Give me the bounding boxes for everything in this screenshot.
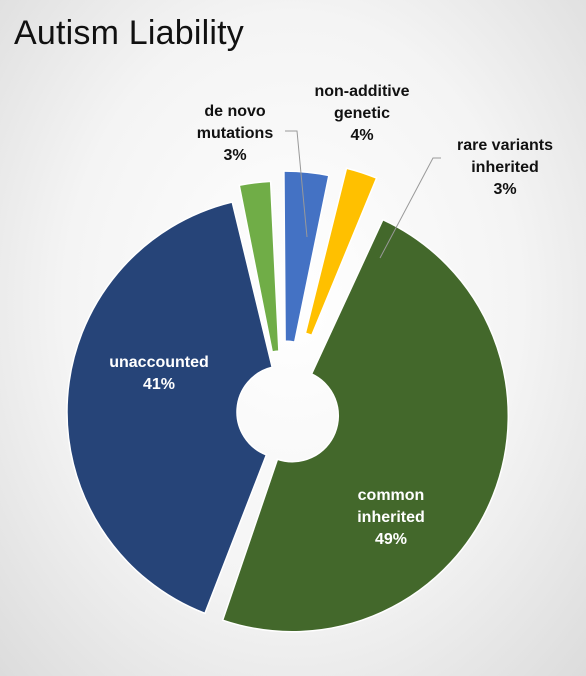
slice-rare-variants-inherited [304,167,378,337]
data-label-unaccounted: unaccounted 41% [109,354,209,393]
slice-unaccounted [66,201,274,615]
slice-de-novo-mutations [238,180,280,353]
data-label-rare-variants-inherited: rare variants inherited 3% [457,137,553,198]
chart-title: Autism Liability [14,14,244,52]
slice-non-additive-genetic [283,170,330,343]
leader-line-rare-variants-inherited [379,157,441,259]
leader-line-de-novo-mutations [285,130,308,238]
slice-common-inherited [221,218,510,633]
data-label-common-inherited: common inherited 49% [357,487,425,548]
data-label-de-novo-mutations: de novo mutations 3% [197,103,274,164]
data-label-non-additive-genetic: non-additive genetic 4% [314,83,409,144]
